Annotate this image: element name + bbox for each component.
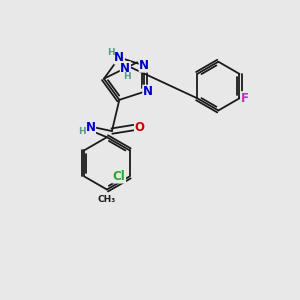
Text: N: N — [139, 59, 149, 72]
Text: CH₃: CH₃ — [98, 194, 116, 203]
Text: O: O — [134, 121, 145, 134]
Text: N: N — [143, 85, 153, 98]
Text: H: H — [107, 48, 115, 57]
Text: N: N — [114, 51, 124, 64]
Text: N: N — [120, 62, 130, 75]
Text: H: H — [123, 72, 130, 81]
Text: F: F — [241, 92, 249, 105]
Text: N: N — [85, 121, 95, 134]
Text: Cl: Cl — [113, 170, 125, 183]
Text: H: H — [78, 128, 86, 136]
